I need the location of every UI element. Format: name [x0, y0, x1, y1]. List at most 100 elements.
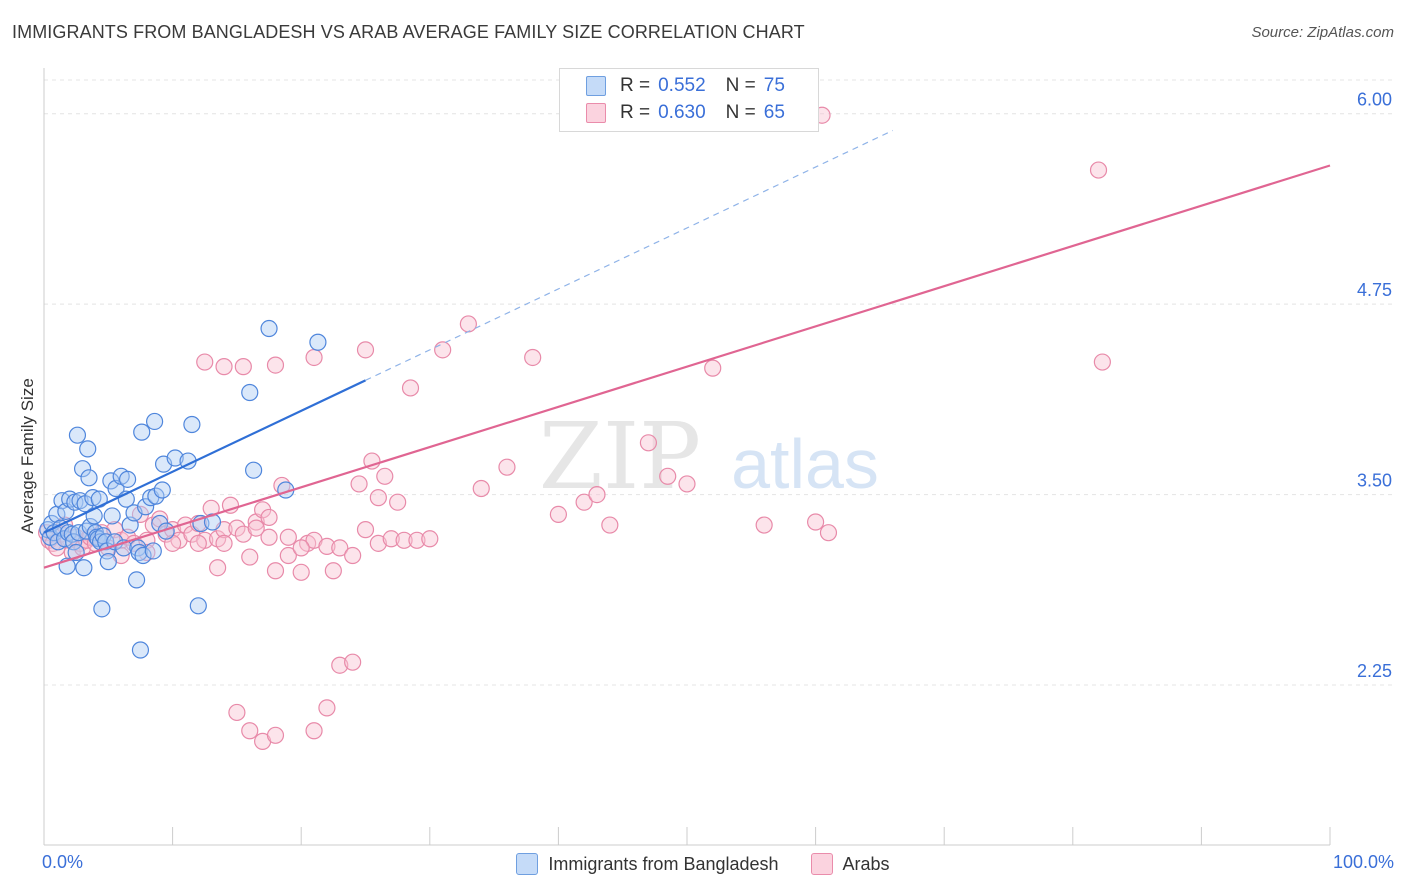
legend-r-label: R = [620, 102, 651, 123]
arabs-point [279, 546, 297, 565]
arabs-point [549, 505, 568, 523]
series-legend-bangladesh[interactable]: Immigrants from Bangladesh [516, 853, 779, 875]
bangladesh-point [153, 481, 171, 499]
bangladesh-points [39, 319, 327, 659]
arabs-point [395, 531, 413, 549]
legend-row-bangladesh: R = 0.552 N = 75 [586, 74, 785, 98]
legend-r-value: 0.630 [658, 102, 706, 123]
arabs-point [704, 359, 722, 377]
arabs-point [260, 528, 278, 546]
arabs-point [755, 516, 773, 534]
bangladesh-point [134, 546, 152, 565]
arabs-point [331, 539, 349, 557]
legend-n-label: N = [725, 102, 756, 123]
arabs-point [209, 559, 227, 577]
bangladesh-point [103, 507, 121, 525]
bangladesh-point [99, 553, 117, 571]
arabs-point [266, 562, 285, 580]
arabs-point [434, 341, 452, 359]
series-legend: Immigrants from Bangladesh Arabs [0, 852, 1406, 876]
arabs-point [279, 528, 297, 546]
arabs-point [228, 703, 246, 722]
series-label-arabs: Arabs [842, 853, 890, 874]
bangladesh-point [93, 600, 111, 618]
bangladesh-point [309, 333, 327, 351]
arabs-point [356, 521, 375, 539]
arabs-point [498, 458, 516, 476]
bangladesh-trendline-extension [365, 129, 894, 381]
legend-r-value: 0.552 [658, 75, 706, 96]
arabs-point [324, 562, 342, 580]
correlation-legend: R = 0.552 N = 75 R = 0.630 N = 65 [559, 68, 819, 132]
watermark: ZIP atlas [539, 403, 879, 510]
watermark-atlas: atlas [731, 425, 879, 503]
bangladesh-point [136, 498, 155, 516]
arabs-point [459, 315, 477, 333]
bangladesh-point [73, 460, 92, 478]
arabs-point [318, 537, 336, 555]
y-tick-label: 4.75 [1357, 280, 1392, 300]
chart-title: IMMIGRANTS FROM BANGLADESH VS ARAB AVERA… [12, 22, 805, 42]
arabs-point [421, 530, 439, 548]
legend-n-value: 75 [763, 75, 785, 96]
arabs-point [389, 493, 407, 511]
arabs-point [369, 489, 387, 507]
watermark-zip: ZIP [539, 403, 701, 510]
arabs-point [678, 475, 696, 493]
bangladesh-point [84, 489, 102, 507]
bangladesh-point [166, 449, 184, 467]
bangladesh-point [183, 415, 201, 434]
bangladesh-trendline [43, 379, 366, 534]
y-tick-label: 3.50 [1357, 471, 1392, 491]
arabs-point [408, 531, 426, 549]
series-label-bangladesh: Immigrants from Bangladesh [548, 853, 779, 874]
arabs-point [356, 341, 375, 359]
arabs-point [401, 379, 420, 397]
bangladesh-point [85, 507, 103, 525]
legend-n-value: 65 [763, 102, 785, 123]
y-tick-label: 6.00 [1357, 90, 1392, 110]
arabs-point [806, 513, 825, 531]
bangladesh-point [147, 487, 165, 505]
arabs-point [369, 534, 387, 552]
series-swatch-pink [810, 853, 833, 875]
source-attribution: Source: ZipAtlas.com [1251, 24, 1394, 41]
x-tick-label-max: 100.0% [1332, 852, 1394, 872]
arabs-point [639, 434, 658, 452]
y-tick-labels: 2.25 3.50 4.75 6.00 [1357, 90, 1392, 681]
bangladesh-point [71, 492, 89, 510]
arabs-point [344, 653, 362, 671]
series-legend-arabs[interactable]: Arabs [810, 853, 890, 875]
bangladesh-point [75, 559, 93, 577]
arabs-point [196, 353, 214, 371]
bangladesh-point [133, 423, 151, 441]
arabs-point [331, 656, 349, 674]
arabs-point [189, 534, 207, 552]
arabs-point [1093, 353, 1111, 371]
arabs-point [601, 516, 619, 534]
arabs-point [266, 356, 285, 374]
gridlines [44, 79, 1392, 686]
bangladesh-point [189, 597, 207, 615]
bangladesh-point [260, 319, 278, 338]
arabs-point [588, 485, 606, 504]
arabs-point [215, 534, 233, 552]
arabs-point [350, 475, 368, 493]
arabs-point [363, 452, 381, 470]
series-swatch-blue [516, 853, 539, 875]
legend-row-arabs: R = 0.630 N = 65 [586, 101, 785, 125]
x-tick-label-min: 0.0% [42, 852, 84, 872]
arabs-point [266, 726, 285, 744]
arabs-point [318, 699, 336, 717]
arabs-point [241, 548, 259, 566]
bangladesh-point [144, 542, 162, 560]
y-tick-label: 2.25 [1357, 661, 1392, 681]
legend-n-label: N = [725, 75, 756, 96]
bangladesh-point [131, 641, 150, 659]
arabs-point [659, 467, 677, 485]
bangladesh-point [241, 383, 259, 402]
bangladesh-point [118, 470, 137, 488]
arabs-point [305, 348, 323, 367]
arabs-point [472, 479, 490, 498]
